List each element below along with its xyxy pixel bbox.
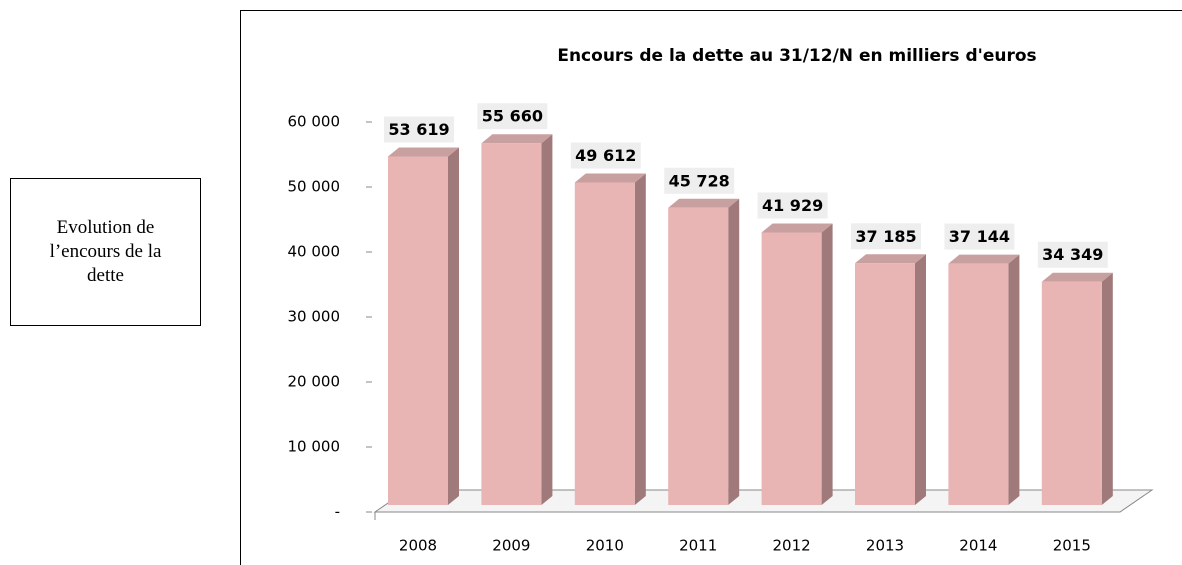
bar-top	[855, 254, 926, 264]
bar-side	[634, 173, 646, 505]
data-label: 37 185	[855, 227, 916, 246]
bar-top	[668, 198, 740, 208]
bar	[1041, 272, 1113, 505]
bar-top	[761, 223, 833, 233]
bar-side	[448, 147, 459, 505]
y-tick-label: 50 000	[288, 178, 341, 196]
x-tick-label: 2013	[866, 537, 904, 555]
bar-front	[574, 182, 635, 505]
data-label: 37 144	[949, 227, 1010, 246]
label-box	[384, 116, 454, 143]
bar-top	[1041, 272, 1113, 282]
bar-front	[481, 143, 542, 505]
x-tick-label: 2011	[679, 537, 717, 555]
bar-top	[948, 254, 1020, 264]
y-tick-label: 40 000	[288, 243, 341, 261]
x-tick-label: 2012	[773, 537, 811, 555]
bar-side	[1008, 254, 1020, 505]
bar	[668, 198, 740, 505]
x-tick-label: 2015	[1053, 537, 1091, 555]
chart-title: Encours de la dette au 31/12/N en millie…	[557, 46, 1036, 66]
data-label: 53 619	[388, 120, 449, 139]
y-tick-label: 30 000	[288, 308, 341, 326]
x-tick-label: 2009	[492, 537, 530, 555]
y-tick-label: -	[335, 503, 340, 521]
bar-top	[574, 173, 646, 183]
bar	[481, 134, 553, 505]
bar	[948, 254, 1020, 505]
bar	[761, 223, 833, 506]
label-box	[851, 223, 921, 250]
bar-side	[915, 254, 926, 505]
bar-front	[855, 263, 915, 505]
bar-side	[1101, 272, 1113, 505]
side-label: Evolution de l’encours de la dette	[10, 178, 201, 326]
bar-front	[1041, 281, 1102, 505]
bar-top	[388, 147, 459, 157]
bar-side	[541, 134, 553, 505]
label-box	[664, 167, 735, 194]
x-tick-label: 2008	[399, 537, 437, 555]
data-label: 45 728	[669, 171, 730, 190]
x-tick-label: 2010	[586, 537, 624, 555]
x-tick-label: 2014	[959, 537, 997, 555]
bar-side	[821, 223, 833, 506]
bar-front	[761, 232, 822, 506]
bar	[388, 147, 459, 505]
y-tick-label: 20 000	[288, 373, 341, 391]
label-box	[1037, 241, 1108, 268]
data-label: 55 660	[482, 107, 543, 126]
bar	[574, 173, 646, 505]
data-label: 34 349	[1042, 245, 1103, 264]
label-box	[944, 223, 1015, 250]
bar-front	[948, 263, 1009, 505]
y-tick-label: 60 000	[288, 113, 341, 131]
data-label: 41 929	[762, 196, 823, 215]
label-box	[477, 103, 548, 130]
y-tick-label: 10 000	[288, 438, 341, 456]
data-label: 49 612	[575, 146, 636, 165]
bar	[855, 254, 926, 505]
bar-side	[728, 198, 740, 505]
bar-top	[481, 134, 553, 144]
bar-front	[388, 156, 448, 505]
bar-front	[668, 207, 729, 505]
label-box	[757, 192, 828, 219]
label-box	[570, 142, 641, 169]
